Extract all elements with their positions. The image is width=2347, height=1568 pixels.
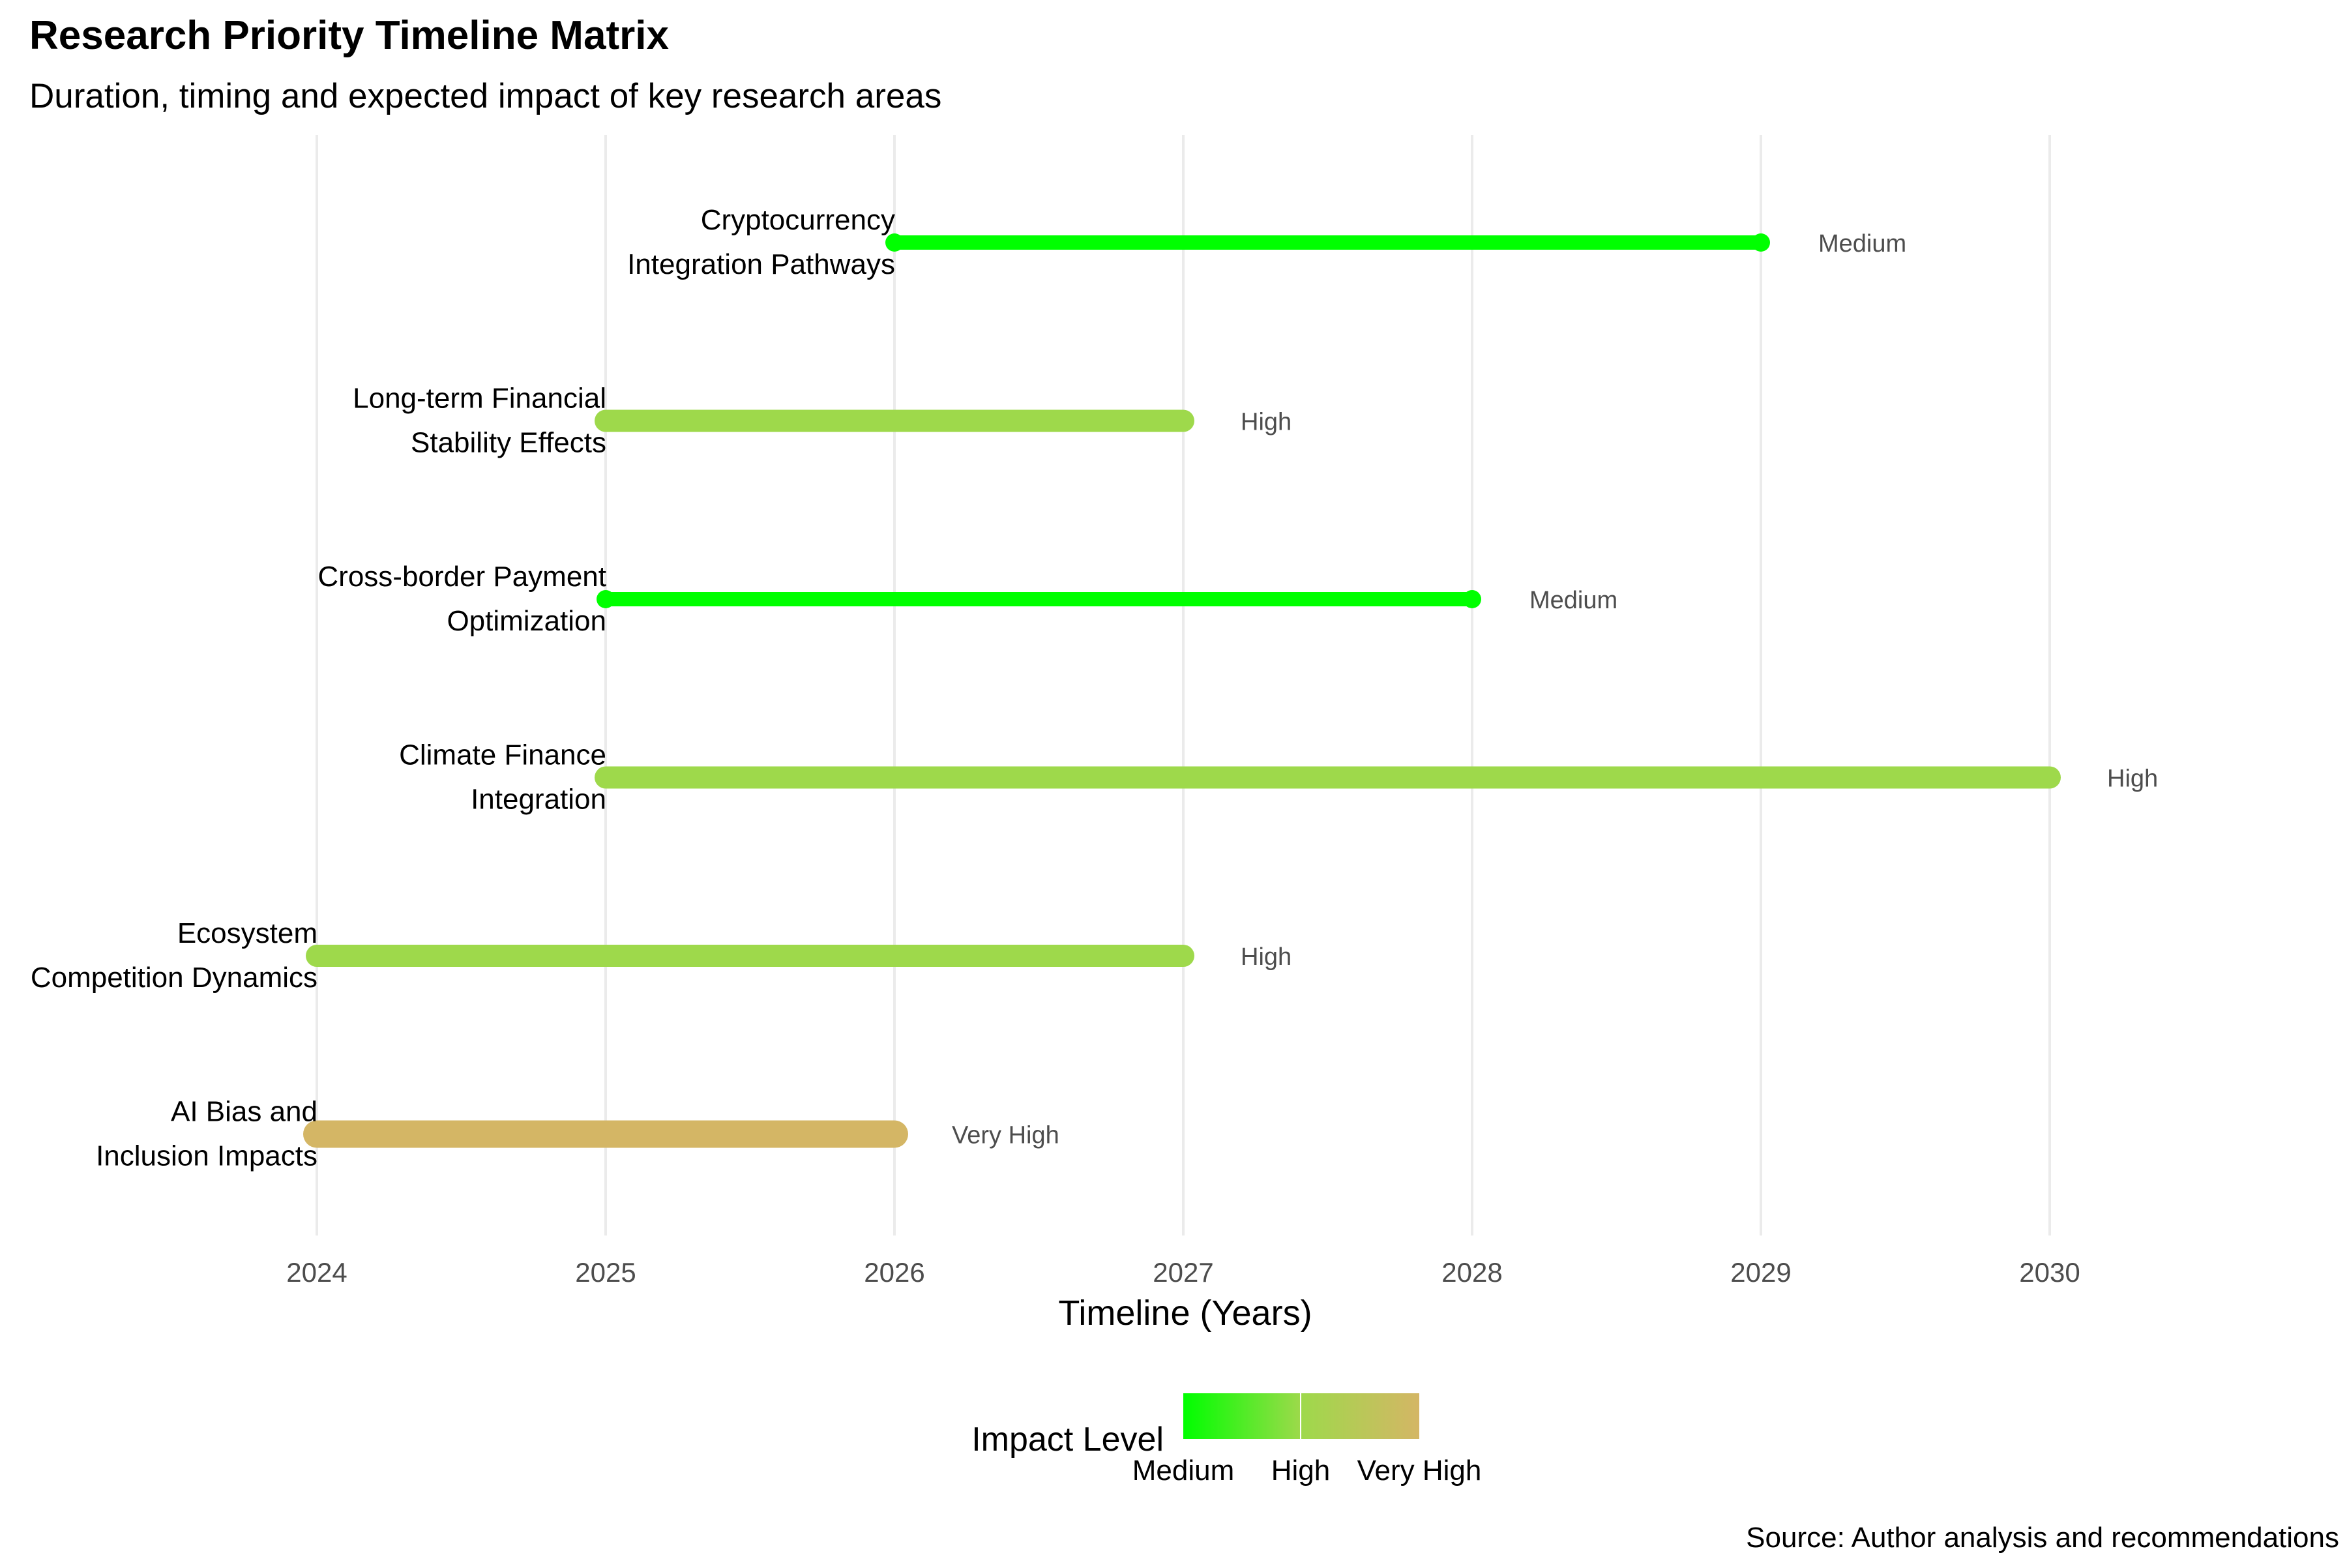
- bar-start-point: [597, 590, 615, 608]
- legend-tick-label: Medium: [1132, 1455, 1235, 1487]
- x-axis-ticks: 2024 2025 2026 2027 2028 2029 2030: [286, 1257, 2080, 1288]
- y-axis-label: Cryptocurrency: [701, 204, 895, 236]
- x-tick-label: 2028: [1441, 1257, 1502, 1288]
- y-axis-label: Long-term Financial: [353, 383, 606, 415]
- impact-label: Very High: [952, 1122, 1059, 1149]
- x-tick-label: 2027: [1153, 1257, 1213, 1288]
- bar-start-point: [885, 233, 904, 252]
- y-axis-labels: Cryptocurrency Integration Pathways Long-t…: [31, 204, 895, 1172]
- gridlines: [316, 135, 2051, 1235]
- y-axis-label: Stability Effects: [411, 427, 606, 459]
- y-axis-label: Integration Pathways: [627, 248, 895, 280]
- chart-subtitle: Duration, timing and expected impact of …: [29, 77, 941, 115]
- bar-end-point: [1752, 233, 1770, 252]
- y-axis-label: Integration: [471, 784, 606, 816]
- y-axis-label: Ecosystem: [177, 917, 317, 949]
- chart-caption: Source: Author analysis and recommendati…: [1746, 1522, 2339, 1554]
- timeline-bars: Medium High Medium High High Very High: [303, 230, 2158, 1149]
- legend-tick-label: Very High: [1357, 1455, 1482, 1487]
- legend: Impact Level Medium High Very High: [971, 1393, 1481, 1487]
- impact-label: High: [1241, 943, 1292, 971]
- y-axis-label: Inclusion Impacts: [96, 1140, 317, 1172]
- legend-tick-label: High: [1271, 1455, 1331, 1487]
- x-tick-label: 2029: [1730, 1257, 1791, 1288]
- x-tick-label: 2024: [286, 1257, 347, 1288]
- bar-end-point: [1463, 590, 1481, 608]
- chart-title: Research Priority Timeline Matrix: [29, 13, 669, 58]
- impact-label: High: [2107, 765, 2158, 793]
- y-axis-label: Optimization: [447, 605, 606, 637]
- x-tick-label: 2026: [864, 1257, 924, 1288]
- y-axis-label: Cross-border Payment: [317, 561, 606, 593]
- x-tick-label: 2025: [575, 1257, 636, 1288]
- impact-label: Medium: [1818, 230, 1906, 258]
- y-axis-label: Competition Dynamics: [31, 962, 317, 994]
- y-axis-label: Climate Finance: [399, 739, 606, 771]
- legend-title: Impact Level: [971, 1421, 1164, 1458]
- x-axis-title: Timeline (Years): [1058, 1294, 1312, 1333]
- x-tick-label: 2030: [2019, 1257, 2080, 1288]
- impact-label: High: [1241, 409, 1292, 436]
- y-axis-label: AI Bias and: [171, 1096, 317, 1128]
- impact-label: Medium: [1529, 587, 1617, 614]
